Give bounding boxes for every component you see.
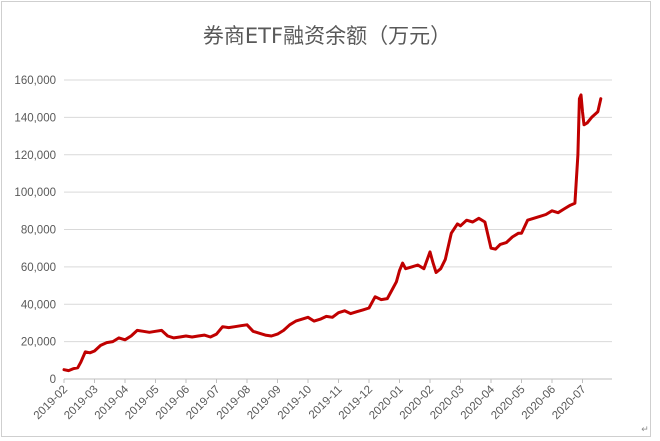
y-tick-label: 0 xyxy=(50,374,56,386)
x-axis-ticks: 2019-022019-032019-042019-052019-062019-… xyxy=(32,379,589,422)
series-line xyxy=(62,93,603,373)
y-tick-label: 140,000 xyxy=(14,112,56,124)
y-tick-label: 160,000 xyxy=(14,75,56,87)
chart-frame xyxy=(1,1,651,437)
y-tick-label: 100,000 xyxy=(14,187,56,199)
y-tick-label: 120,000 xyxy=(14,150,56,162)
y-tick-label: 40,000 xyxy=(21,299,56,311)
y-axis-ticks: 0 20,000 40,000 60,000 80,000 100,000 120,000 1… xyxy=(14,75,56,386)
y-tick-label: 80,000 xyxy=(21,225,56,237)
chart-title: 券商ETF融资余额（万元） xyxy=(203,24,451,48)
y-tick-label: 60,000 xyxy=(21,262,56,274)
y-tick-label: 20,000 xyxy=(21,337,56,349)
x-tick-label: 2019-10 xyxy=(276,384,314,422)
gridlines xyxy=(64,79,612,380)
series-group xyxy=(62,93,603,373)
x-tick-label: 2020-07 xyxy=(550,384,588,422)
